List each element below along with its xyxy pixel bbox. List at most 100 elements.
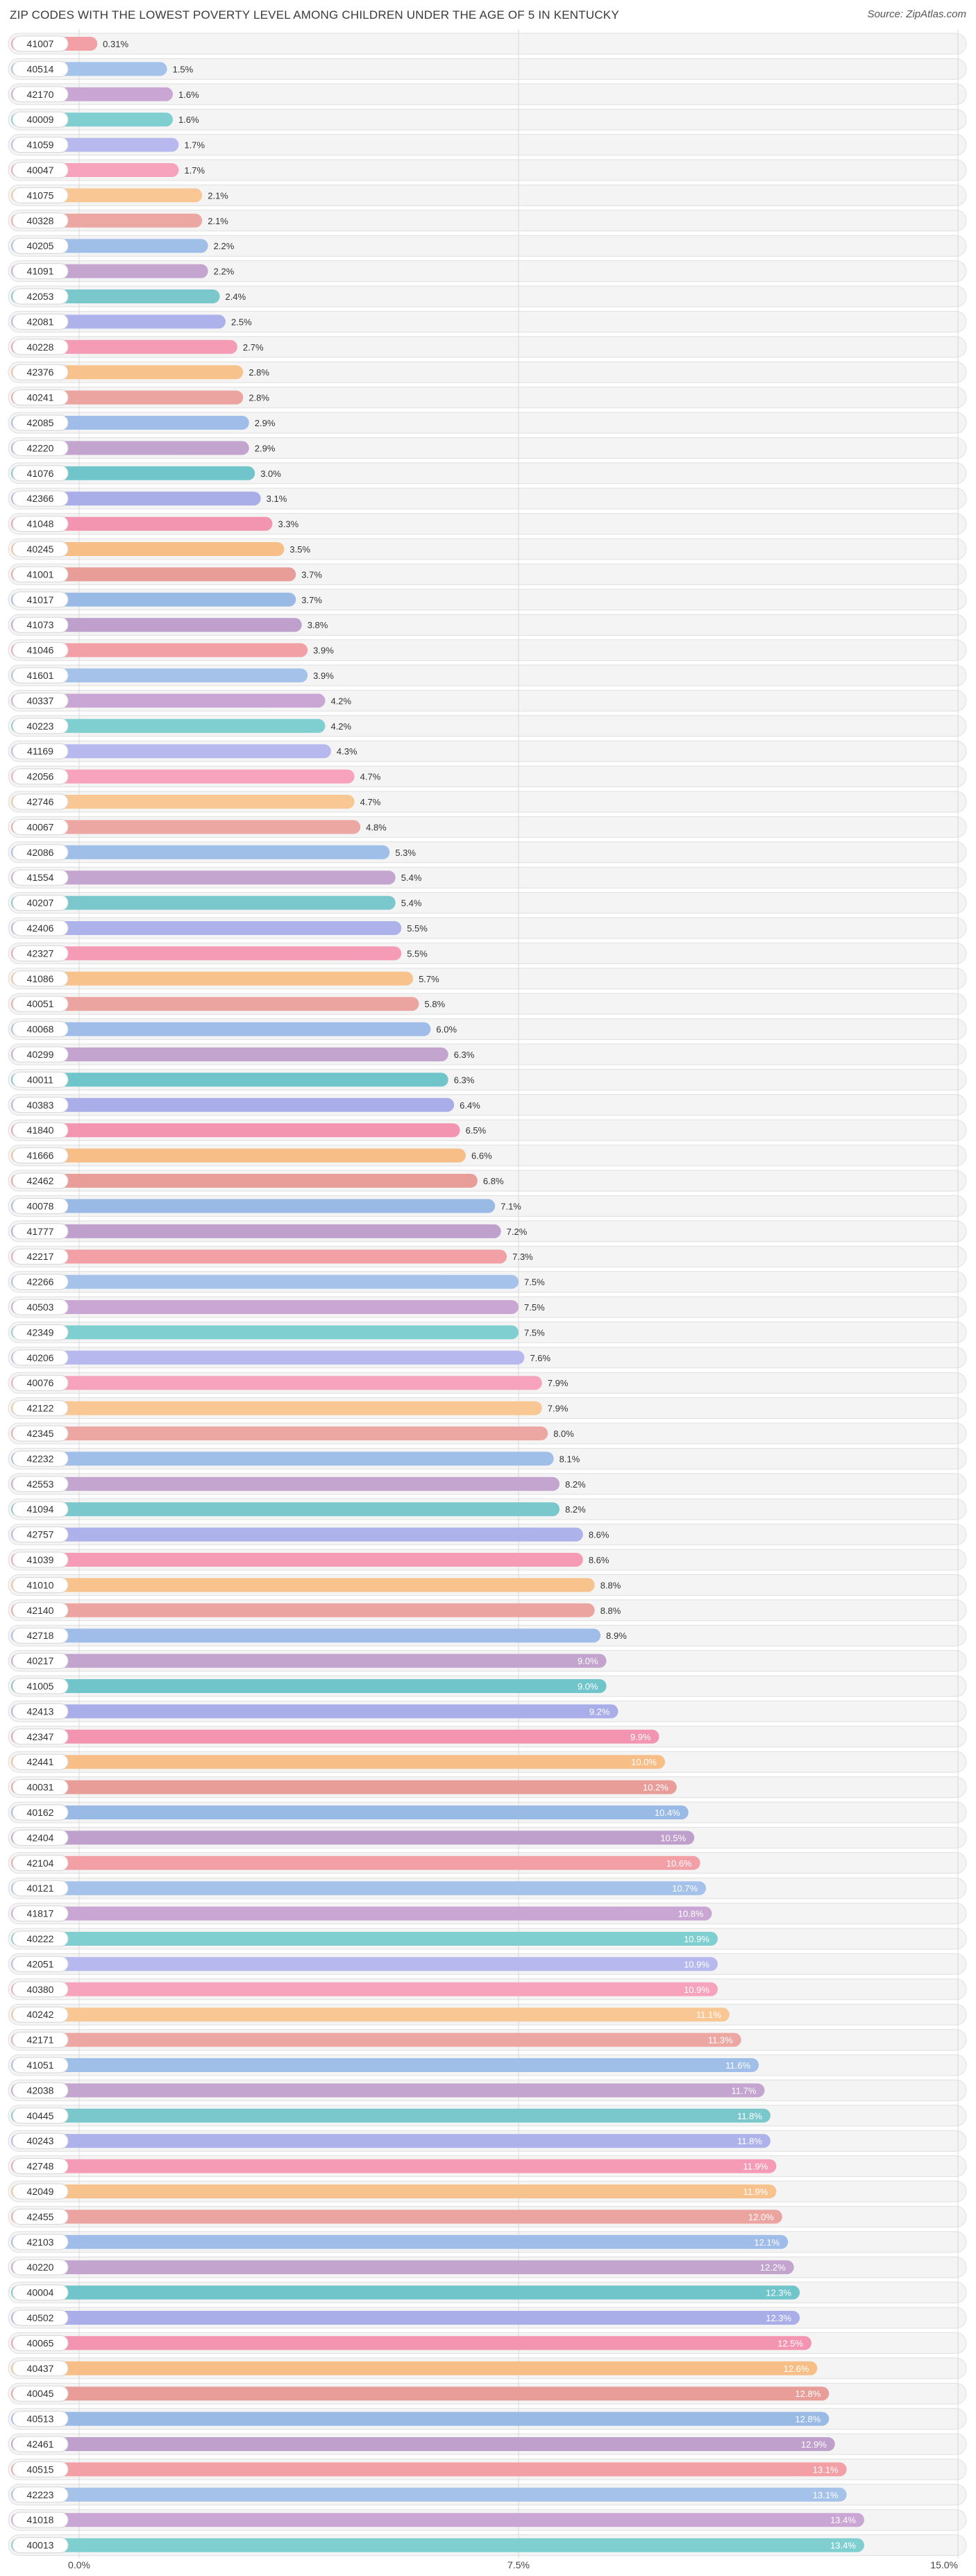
category-label: 42349 xyxy=(27,1327,54,1338)
category-pill xyxy=(12,1501,69,1517)
category-pill xyxy=(12,465,69,482)
category-pill xyxy=(12,2511,69,2528)
bar-41094 xyxy=(11,1502,560,1517)
bar-42748 xyxy=(11,2159,777,2173)
category-label: 40009 xyxy=(27,114,54,125)
category-pill xyxy=(12,2284,69,2301)
category-label: 41059 xyxy=(27,140,54,151)
value-label: 6.6% xyxy=(471,1151,492,1161)
category-pill xyxy=(12,1097,69,1113)
category-label: 42413 xyxy=(27,1706,54,1717)
category-pill xyxy=(12,2411,69,2427)
category-pill xyxy=(12,667,69,684)
value-label: 4.2% xyxy=(330,721,351,732)
bar-42171 xyxy=(11,2032,741,2047)
value-label: 3.0% xyxy=(260,469,281,479)
value-label: 12.9% xyxy=(801,2439,827,2450)
category-label: 40013 xyxy=(27,2540,54,2551)
category-label: 41086 xyxy=(27,973,54,984)
value-label: 10.6% xyxy=(666,1858,692,1869)
category-label: 41094 xyxy=(27,1504,54,1515)
category-pill xyxy=(12,1071,69,1088)
category-pill xyxy=(12,1349,69,1366)
category-pill xyxy=(12,995,69,1012)
bar-42104 xyxy=(11,1855,700,1870)
category-label: 40328 xyxy=(27,215,54,226)
value-label: 11.6% xyxy=(725,2060,750,2071)
category-pill xyxy=(12,2208,69,2225)
bar-40162 xyxy=(11,1805,689,1819)
category-label: 41007 xyxy=(27,38,54,49)
value-label: 2.2% xyxy=(214,241,235,251)
category-label: 42718 xyxy=(27,1630,54,1641)
value-label: 6.5% xyxy=(466,1125,487,1136)
category-label: 40245 xyxy=(27,544,54,555)
bar-42718 xyxy=(11,1628,601,1643)
category-label: 41039 xyxy=(27,1554,54,1565)
row-background xyxy=(8,108,967,131)
category-label: 42366 xyxy=(27,493,54,504)
category-label: 41666 xyxy=(27,1150,54,1161)
category-label: 40004 xyxy=(27,2287,54,2298)
category-pill xyxy=(12,1172,69,1189)
bar-40502 xyxy=(11,2311,800,2325)
value-label: 4.8% xyxy=(366,822,387,832)
category-pill xyxy=(12,1122,69,1138)
value-label: 6.3% xyxy=(454,1075,475,1085)
category-pill xyxy=(12,2259,69,2275)
category-pill xyxy=(12,162,69,178)
category-label: 40502 xyxy=(27,2312,54,2323)
category-pill xyxy=(12,2309,69,2326)
category-label: 42461 xyxy=(27,2439,54,2450)
category-label: 42104 xyxy=(27,1858,54,1869)
row-background xyxy=(8,58,967,80)
category-label: 41601 xyxy=(27,670,54,681)
category-label: 40011 xyxy=(27,1074,53,1085)
bar-42049 xyxy=(11,2184,777,2198)
value-label: 10.2% xyxy=(643,1783,668,1793)
category-label: 42085 xyxy=(27,417,54,428)
bar-40217 xyxy=(11,1653,607,1668)
category-label: 41010 xyxy=(27,1579,54,1590)
category-pill xyxy=(12,1526,69,1543)
category-pill xyxy=(12,2006,69,2023)
category-pill xyxy=(12,1829,69,1846)
category-pill xyxy=(12,2334,69,2351)
value-label: 2.8% xyxy=(249,393,269,403)
value-label: 11.1% xyxy=(696,2010,721,2020)
category-pill xyxy=(12,1653,69,1669)
category-pill xyxy=(12,945,69,961)
gridlines xyxy=(78,29,959,2559)
category-label: 40068 xyxy=(27,1024,54,1035)
category-label: 42404 xyxy=(27,1832,54,1843)
category-label: 40223 xyxy=(27,721,54,732)
category-label: 40220 xyxy=(27,2262,54,2273)
value-label: 10.7% xyxy=(672,1883,698,1894)
bar-41817 xyxy=(11,1906,712,1921)
value-label: 12.3% xyxy=(766,2313,791,2323)
value-label: 8.9% xyxy=(606,1631,627,1641)
category-label: 40242 xyxy=(27,2009,54,2020)
value-label: 10.5% xyxy=(660,1833,686,1843)
category-label: 41091 xyxy=(27,266,54,277)
bar-40220 xyxy=(11,2260,794,2275)
category-label: 40162 xyxy=(27,1807,54,1818)
category-label: 42038 xyxy=(27,2085,54,2096)
category-label: 40207 xyxy=(27,898,54,909)
x-axis: 0.0% 7.5% 15.0% xyxy=(68,2559,958,2570)
row-background xyxy=(8,387,967,409)
bar-40065 xyxy=(11,2336,811,2350)
category-pill xyxy=(12,1627,69,1644)
category-label: 41017 xyxy=(27,594,54,605)
value-label: 10.4% xyxy=(655,1808,680,1818)
bar-41086 xyxy=(11,971,414,986)
category-label: 42049 xyxy=(27,2186,54,2197)
value-label: 5.7% xyxy=(419,974,439,984)
category-pill xyxy=(12,743,69,759)
value-label: 6.8% xyxy=(483,1176,504,1186)
bar-40337 xyxy=(11,693,326,708)
category-pill xyxy=(12,1223,69,1240)
bar-40245 xyxy=(11,542,285,556)
bar-41039 xyxy=(11,1553,583,1567)
bar-42347 xyxy=(11,1729,659,1744)
